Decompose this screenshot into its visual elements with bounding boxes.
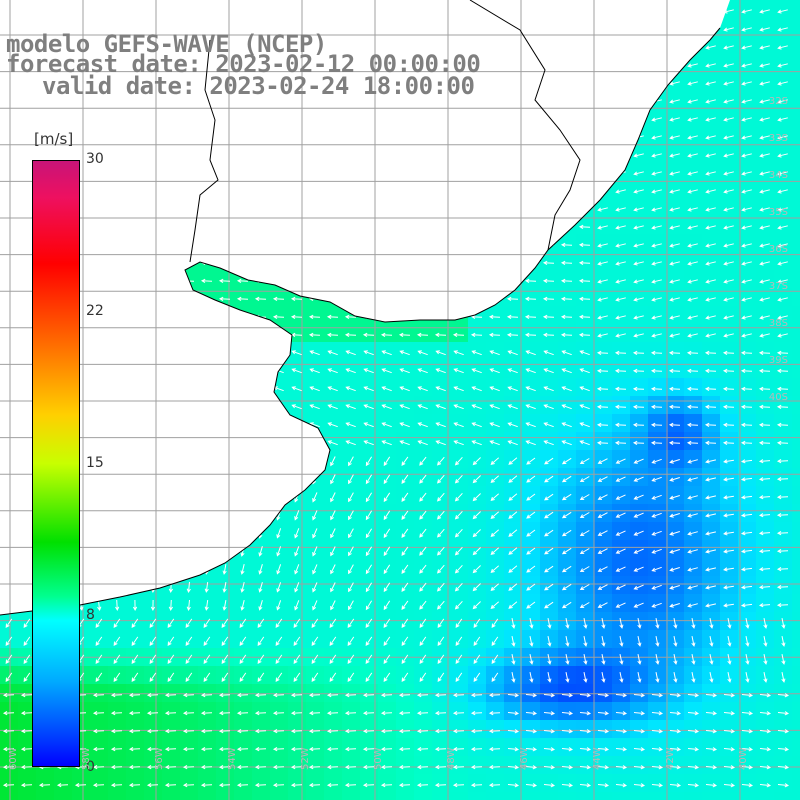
colorbar-tick-0: 0 [86, 759, 95, 775]
colorbar-tick-8: 8 [86, 607, 95, 623]
colorbar-tick-22: 22 [86, 303, 104, 319]
colorbar-tick-15: 15 [86, 455, 104, 471]
forecast-date: forecast date: 2023-02-12 00:00:00 [6, 50, 481, 78]
colorbar-unit: [m/s] [34, 130, 74, 148]
colorbar [32, 160, 80, 767]
coastline [0, 27, 721, 616]
valid-date: valid date: 2023-02-24 18:00:00 [42, 72, 475, 100]
border-line [469, 0, 581, 251]
lat-label: 36S [768, 244, 788, 255]
lat-label: 39S [768, 355, 788, 366]
lat-label: 32S [768, 96, 788, 107]
lat-label: 40S [768, 392, 788, 403]
lat-label: 33S [768, 133, 788, 144]
border-line [189, 39, 219, 263]
lat-label: 34S [768, 170, 788, 181]
lat-label: 38S [768, 318, 788, 329]
lat-label: 37S [768, 281, 788, 292]
model-title: modelo GEFS-WAVE (NCEP) [6, 30, 327, 58]
lat-label: 35S [768, 207, 788, 218]
colorbar-tick-30: 30 [86, 151, 104, 167]
